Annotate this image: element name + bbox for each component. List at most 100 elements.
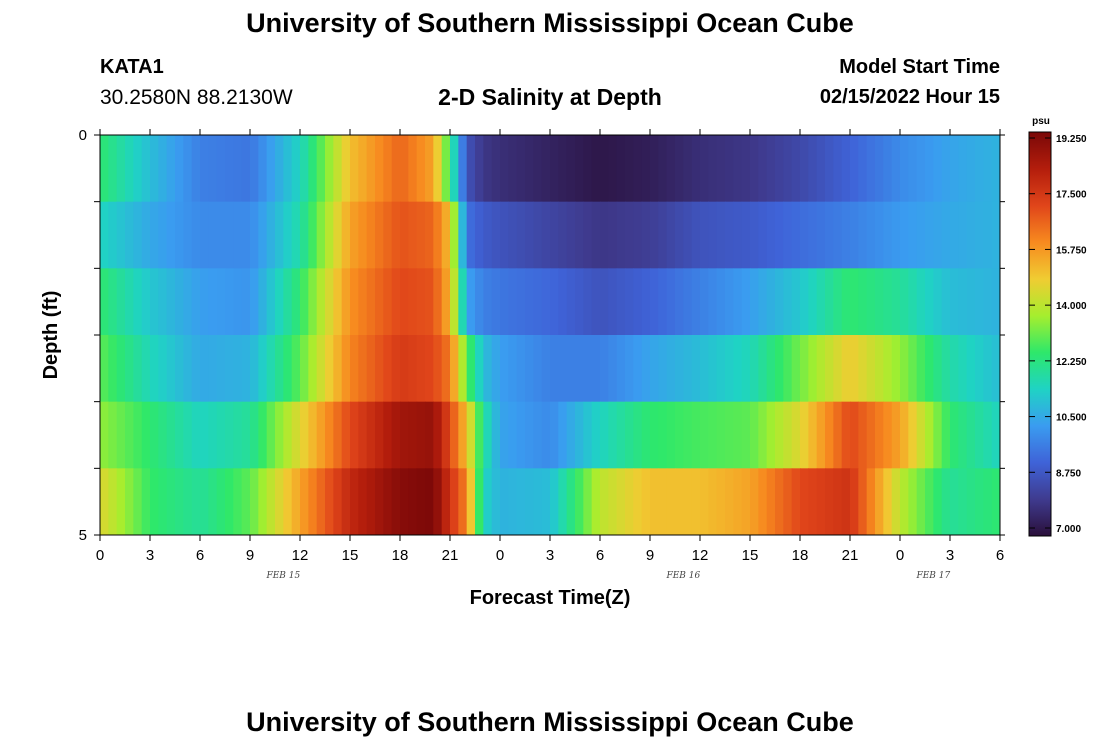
heatmap-cell xyxy=(250,135,259,203)
heatmap-cell xyxy=(466,201,476,269)
heatmap-cell xyxy=(266,201,276,269)
heatmap-cell xyxy=(841,335,851,403)
heatmap-cell xyxy=(391,401,401,469)
heatmap-cell xyxy=(241,401,251,469)
heatmap-cell xyxy=(600,135,609,203)
heatmap-cell xyxy=(650,468,659,535)
heatmap-cell xyxy=(150,468,159,535)
heatmap-cell xyxy=(291,401,301,469)
heatmap-cell xyxy=(958,135,968,203)
heatmap-cell xyxy=(683,401,693,469)
heatmap-cell xyxy=(483,201,493,269)
heatmap-cell xyxy=(541,268,551,336)
heatmap-cell xyxy=(608,268,618,336)
heatmap-cell xyxy=(658,401,668,469)
heatmap-cell xyxy=(316,135,326,203)
heatmap-cell xyxy=(941,401,951,469)
heatmap-cell xyxy=(366,201,376,269)
heatmap-cell xyxy=(233,268,243,336)
heatmap-cell xyxy=(175,468,184,535)
heatmap-cell xyxy=(175,335,184,403)
heatmap-cell xyxy=(208,135,218,203)
heatmap-cell xyxy=(950,401,959,469)
heatmap-cell xyxy=(841,268,851,336)
heatmap-cell xyxy=(375,468,384,535)
heatmap-cell xyxy=(808,268,818,336)
heatmap-cell xyxy=(283,468,293,535)
heatmap-cell xyxy=(625,135,634,203)
heatmap-cell xyxy=(866,401,876,469)
heatmap-cell xyxy=(633,468,643,535)
heatmap-cell xyxy=(733,401,743,469)
heatmap-cell xyxy=(816,468,826,535)
heatmap-cell xyxy=(783,401,793,469)
heatmap-cell xyxy=(916,268,926,336)
heatmap-cell xyxy=(541,335,551,403)
heatmap-cell xyxy=(550,335,559,403)
heatmap-cell xyxy=(333,468,343,535)
heatmap-cell xyxy=(858,401,868,469)
heatmap-cell xyxy=(575,468,584,535)
heatmap-cell xyxy=(991,468,1000,535)
heatmap-cell xyxy=(350,401,359,469)
colorbar-tick-label: 17.500 xyxy=(1056,190,1087,201)
heatmap-cell xyxy=(975,401,984,469)
heatmap-cell xyxy=(833,335,843,403)
heatmap-cell xyxy=(616,335,626,403)
heatmap-cell xyxy=(950,201,959,269)
heatmap-cell xyxy=(458,268,468,336)
heatmap-cell xyxy=(100,401,109,469)
heatmap-cell xyxy=(591,201,601,269)
heatmap-cell xyxy=(716,468,726,535)
heatmap-cell xyxy=(791,335,801,403)
heatmap-cell xyxy=(558,401,568,469)
heatmap-cell xyxy=(141,335,151,403)
heatmap-cell xyxy=(250,401,259,469)
x-tick-label: 18 xyxy=(792,547,809,564)
heatmap-cell xyxy=(366,268,376,336)
heatmap-cell xyxy=(725,268,734,336)
heatmap-cell xyxy=(625,401,634,469)
heatmap-cell xyxy=(391,268,401,336)
heatmap-cell xyxy=(908,401,918,469)
heatmap-cell xyxy=(683,268,693,336)
heatmap-cell xyxy=(816,135,826,203)
heatmap-cell xyxy=(508,135,518,203)
x-tick-label: 6 xyxy=(996,547,1004,564)
heatmap-cell xyxy=(783,335,793,403)
heatmap-cell xyxy=(958,401,968,469)
heatmap-cell xyxy=(125,335,134,403)
x-tick-label: 9 xyxy=(646,547,654,564)
heatmap-cell xyxy=(458,201,468,269)
heatmap-cell xyxy=(500,468,509,535)
heatmap-cell xyxy=(666,468,676,535)
heatmap-cell xyxy=(225,335,234,403)
heatmap-cell xyxy=(591,268,601,336)
heatmap-cell xyxy=(416,401,426,469)
heatmap-cell xyxy=(541,401,551,469)
heatmap-cell xyxy=(691,468,701,535)
heatmap-cell xyxy=(700,135,709,203)
date-label: FEB 16 xyxy=(665,571,700,581)
x-tick-label: 0 xyxy=(496,547,504,564)
heatmap-cell xyxy=(858,335,868,403)
heatmap-cell xyxy=(733,201,743,269)
heatmap-cell xyxy=(525,335,534,403)
heatmap-cell xyxy=(716,335,726,403)
heatmap-cell xyxy=(650,135,659,203)
heatmap-cell xyxy=(650,335,659,403)
heatmap-cell xyxy=(325,135,334,203)
colorbar-tick-label: 7.000 xyxy=(1056,524,1081,535)
heatmap-cell xyxy=(566,401,576,469)
x-tick-label: 6 xyxy=(596,547,604,564)
heatmap-cell xyxy=(575,401,584,469)
salinity-heatmap-chart: 0 3 6 9 12 15 18 21 0 3 6 9 12 15 18 21 0 3 6 05 FEB 15 FEB… xyxy=(40,116,1087,609)
heatmap-cell xyxy=(200,201,209,269)
heatmap-cell xyxy=(200,468,209,535)
chart-subtitle: 2-D Salinity at Depth xyxy=(438,84,662,110)
heatmap-cell xyxy=(958,268,968,336)
colorbar: psu 19.250 17.500 15.750 14.000 12.250 10.500… xyxy=(1028,116,1087,537)
heatmap-cell xyxy=(208,401,218,469)
heatmap-cell xyxy=(775,335,784,403)
date-labels: FEB 15 FEB 16 FEB 17 xyxy=(265,571,950,581)
